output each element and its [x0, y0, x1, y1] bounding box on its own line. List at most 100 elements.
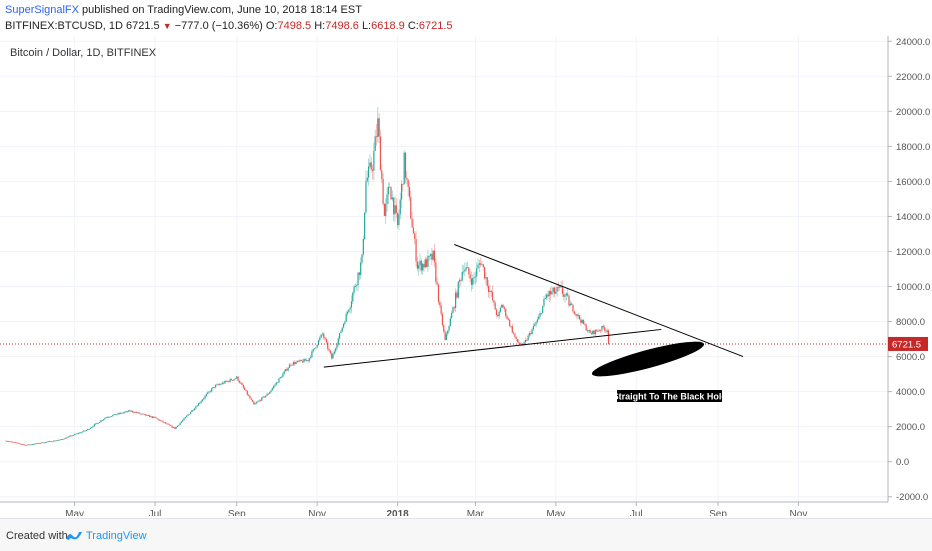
- candle: [270, 390, 272, 393]
- candle: [142, 413, 144, 415]
- candle: [254, 403, 256, 405]
- candle: [234, 378, 237, 380]
- candle: [494, 302, 496, 310]
- chart-area[interactable]: Straight To The Black Hole -2000.0 0.0 200…: [0, 36, 932, 520]
- candle: [99, 421, 101, 423]
- candle: [357, 272, 359, 286]
- candle: [166, 423, 168, 425]
- candle: [354, 286, 357, 287]
- candle: [493, 300, 495, 303]
- candle: [345, 313, 347, 322]
- candle: [453, 307, 455, 309]
- candle: [307, 360, 309, 362]
- candle: [344, 321, 346, 324]
- candle: [515, 337, 517, 340]
- candle: [308, 357, 310, 362]
- candle: [366, 177, 368, 182]
- candle: [299, 359, 301, 362]
- candle: [184, 417, 186, 419]
- candle: [524, 339, 527, 343]
- candle: [518, 341, 520, 344]
- candle: [241, 383, 243, 385]
- candle: [466, 267, 469, 269]
- candle: [478, 263, 480, 265]
- candle: [532, 325, 535, 330]
- candle: [327, 342, 329, 349]
- candle: [92, 426, 94, 428]
- candle: [440, 305, 442, 314]
- x-tick-label: Jul: [149, 509, 162, 516]
- y-tick-label: 6000.0: [896, 352, 925, 363]
- candle: [22, 444, 24, 446]
- candle: [364, 212, 366, 239]
- candle: [526, 339, 528, 341]
- candle: [406, 177, 408, 180]
- candle: [114, 414, 117, 415]
- candle: [158, 419, 160, 421]
- candle: [277, 382, 279, 384]
- candle: [552, 287, 554, 292]
- candle: [278, 378, 280, 383]
- candle: [249, 395, 251, 399]
- candle: [84, 430, 86, 432]
- candle: [9, 441, 11, 443]
- tradingview-brand-link[interactable]: TradingView: [86, 530, 147, 542]
- candle: [420, 260, 422, 271]
- candle: [294, 362, 296, 365]
- candle: [582, 319, 585, 324]
- symbol-label: BITFINEX:BTCUSD, 1D: [5, 20, 123, 32]
- candle: [67, 436, 69, 438]
- candle: [70, 435, 72, 437]
- lower-trendline: [323, 328, 662, 368]
- candle: [176, 425, 179, 427]
- candle: [336, 344, 338, 349]
- candle: [33, 444, 35, 445]
- candle: [597, 330, 599, 332]
- author-link[interactable]: SuperSignalFX: [5, 4, 79, 16]
- candle: [309, 357, 312, 358]
- candle: [31, 444, 33, 445]
- candle: [607, 330, 610, 344]
- candle: [499, 307, 502, 312]
- candle: [244, 387, 246, 390]
- low-label: L:: [361, 20, 372, 32]
- candle: [116, 414, 118, 416]
- candle: [43, 442, 45, 444]
- candle: [27, 444, 30, 446]
- x-tick-label: Nov: [790, 509, 808, 516]
- y-tick-label: 20000.0: [896, 107, 930, 118]
- candle: [589, 330, 591, 334]
- candle: [510, 325, 512, 327]
- candle: [371, 169, 374, 171]
- x-tick-label: Nov: [308, 509, 326, 516]
- price-chart[interactable]: Straight To The Black Hole -2000.0 0.0 200…: [0, 36, 932, 520]
- chart-title: Bitcoin / Dollar, 1D, BITFINEX: [10, 47, 157, 59]
- candle: [565, 293, 567, 296]
- y-tick-label: 12000.0: [896, 247, 930, 258]
- candle: [315, 347, 317, 349]
- candle: [164, 422, 167, 424]
- candle: [415, 238, 417, 262]
- candle: [449, 318, 451, 327]
- candle: [452, 307, 454, 314]
- candle: [461, 272, 463, 281]
- published-text: published on TradingView.com, June 10, 2…: [79, 4, 362, 16]
- candle: [255, 402, 258, 404]
- candle: [585, 324, 587, 331]
- candle: [298, 360, 300, 362]
- candle: [170, 425, 172, 427]
- candle: [150, 416, 152, 418]
- candle: [149, 415, 151, 418]
- candle: [400, 183, 403, 200]
- candle: [319, 337, 321, 341]
- open-label: O:: [265, 20, 278, 32]
- candle: [487, 285, 490, 292]
- candle: [44, 441, 47, 443]
- candle: [62, 439, 64, 440]
- candle: [606, 330, 608, 333]
- candle: [291, 364, 293, 366]
- candle: [333, 351, 335, 354]
- candle: [472, 278, 474, 285]
- candle: [137, 412, 139, 414]
- candle: [513, 332, 515, 334]
